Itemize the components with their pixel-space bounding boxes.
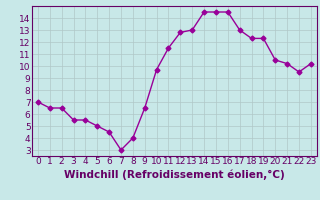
X-axis label: Windchill (Refroidissement éolien,°C): Windchill (Refroidissement éolien,°C) — [64, 169, 285, 180]
